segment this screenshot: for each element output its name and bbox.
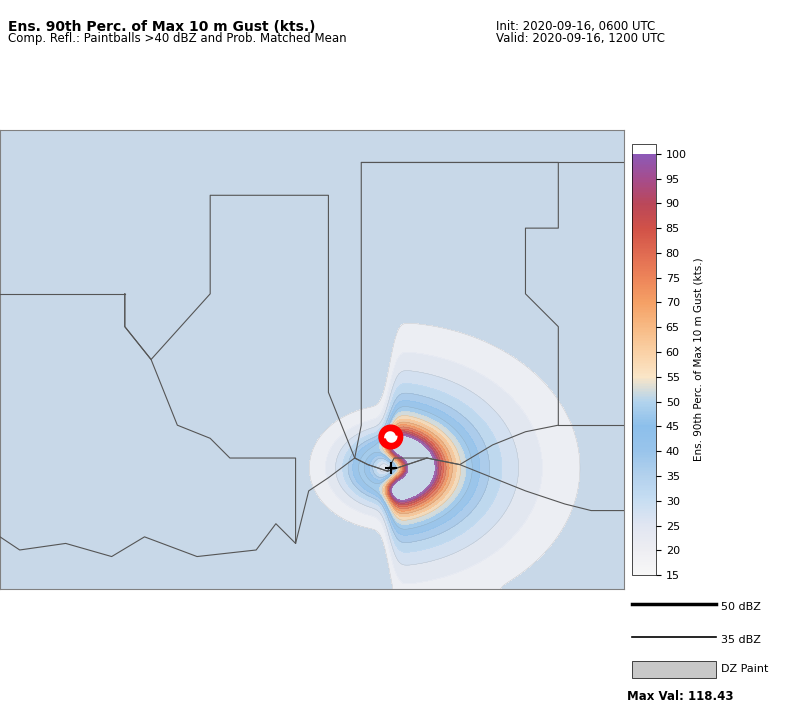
Text: 50 dBZ: 50 dBZ: [722, 602, 762, 612]
Text: Valid: 2020-09-16, 1200 UTC: Valid: 2020-09-16, 1200 UTC: [496, 32, 665, 45]
Text: Ens. 90th Perc. of Max 10 m Gust (kts.): Ens. 90th Perc. of Max 10 m Gust (kts.): [8, 20, 315, 34]
Circle shape: [379, 425, 402, 449]
Text: Init: 2020-09-16, 0600 UTC: Init: 2020-09-16, 0600 UTC: [496, 20, 655, 33]
Y-axis label: Ens. 90th Perc. of Max 10 m Gust (kts.): Ens. 90th Perc. of Max 10 m Gust (kts.): [694, 257, 704, 462]
Text: 35 dBZ: 35 dBZ: [722, 635, 762, 645]
Text: Max Val: 118.43: Max Val: 118.43: [627, 690, 734, 702]
FancyBboxPatch shape: [632, 661, 717, 678]
Text: DZ Paint: DZ Paint: [722, 664, 769, 674]
Text: Comp. Refl.: Paintballs >40 dBZ and Prob. Matched Mean: Comp. Refl.: Paintballs >40 dBZ and Prob…: [8, 32, 346, 45]
